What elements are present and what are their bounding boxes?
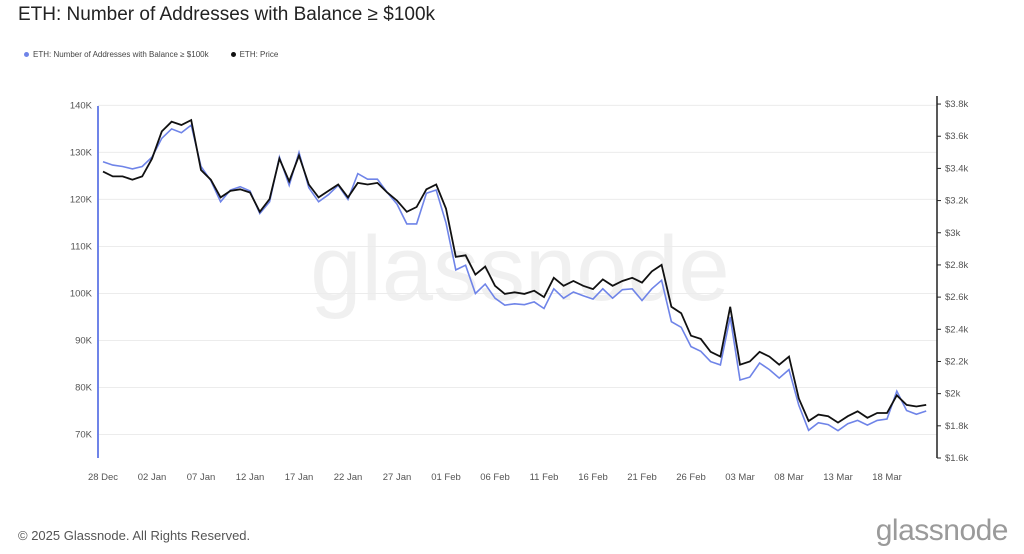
left-axis-tick-label: 100K [70, 288, 93, 299]
x-axis-tick-label: 21 Feb [627, 472, 657, 483]
x-axis-tick-label: 02 Jan [138, 472, 167, 483]
legend: ETH: Number of Addresses with Balance ≥ … [24, 50, 278, 59]
legend-label-price: ETH: Price [239, 50, 279, 59]
right-axis-tick-label: $3k [945, 228, 961, 239]
left-axis-tick-label: 80K [75, 382, 93, 393]
grid-lines [98, 104, 937, 435]
left-axis-tick-label: 70K [75, 429, 93, 440]
x-axis-tick-label: 17 Jan [285, 472, 314, 483]
legend-marker-price [230, 52, 236, 57]
x-axis-tick-label: 06 Feb [480, 472, 510, 483]
x-axis-tick-label: 08 Mar [774, 472, 804, 483]
left-axis-tick-label: 130K [70, 147, 93, 158]
left-axis-ticks: 70K 80K 90K 100K 110K 120K 130K 140K [70, 100, 93, 440]
glassnode-logo: glassnode [875, 514, 1009, 547]
legend-item-addresses[interactable]: ETH: Number of Addresses with Balance ≥ … [24, 50, 209, 59]
x-axis-tick-label: 03 Mar [725, 472, 755, 483]
copyright-footer: © 2025 Glassnode. All Rights Reserved. [18, 528, 251, 543]
x-axis-tick-label: 13 Mar [823, 472, 853, 483]
series-line-price [102, 118, 927, 424]
x-axis-tick-label: 22 Jan [334, 472, 363, 483]
x-axis-tick-label: 01 Feb [431, 472, 461, 483]
series-line-addresses [102, 123, 927, 432]
chart-watermark: glassnode [310, 218, 729, 320]
right-axis-tick-label: $2.8k [945, 260, 968, 271]
right-axis-tick-label: $2.2k [945, 356, 968, 367]
x-axis-tick-label: 28 Dec [88, 472, 118, 483]
right-axis-tick-label: $3.6k [945, 131, 968, 142]
x-axis-tick-label: 11 Feb [530, 472, 559, 483]
right-axis-tick-label: $2k [945, 389, 961, 400]
chart-title: ETH: Number of Addresses with Balance ≥ … [18, 4, 436, 25]
legend-item-price[interactable]: ETH: Price [230, 50, 279, 59]
right-axis-tick-label: $2.4k [945, 324, 968, 335]
right-axis-tick-label: $2.6k [945, 292, 968, 303]
legend-marker-addresses [24, 52, 29, 57]
right-axis-tick-label: $1.8k [945, 421, 968, 432]
x-axis-tick-label: 26 Feb [676, 472, 706, 483]
legend-label-addresses: ETH: Number of Addresses with Balance ≥ … [33, 50, 209, 59]
left-axis-tick-label: 90K [75, 335, 93, 346]
left-axis-tick-label: 110K [71, 241, 93, 252]
x-axis-ticks: 28 Dec 02 Jan 07 Jan 12 Jan 17 Jan 22 Jan 27 J… [88, 472, 902, 483]
right-axis-tick-label: $3.8k [945, 99, 968, 110]
x-axis-tick-label: 12 Jan [236, 472, 265, 483]
right-axis-tick-label: $1.6k [945, 453, 968, 464]
x-axis-tick-label: 16 Feb [578, 472, 608, 483]
x-axis-tick-label: 27 Jan [383, 472, 412, 483]
right-axis-tick-label: $3.2k [945, 196, 968, 207]
x-axis-tick-label: 07 Jan [187, 472, 216, 483]
right-axis-ticks: $1.6k $1.8k $2k $2.2k $2.4k $2.6k $2.8k $3k $3.2… [937, 99, 968, 464]
x-axis-tick-label: 18 Mar [872, 472, 902, 483]
left-axis-tick-label: 120K [70, 194, 93, 205]
left-axis-tick-label: 140K [70, 100, 93, 111]
right-axis-tick-label: $3.4k [945, 163, 968, 174]
